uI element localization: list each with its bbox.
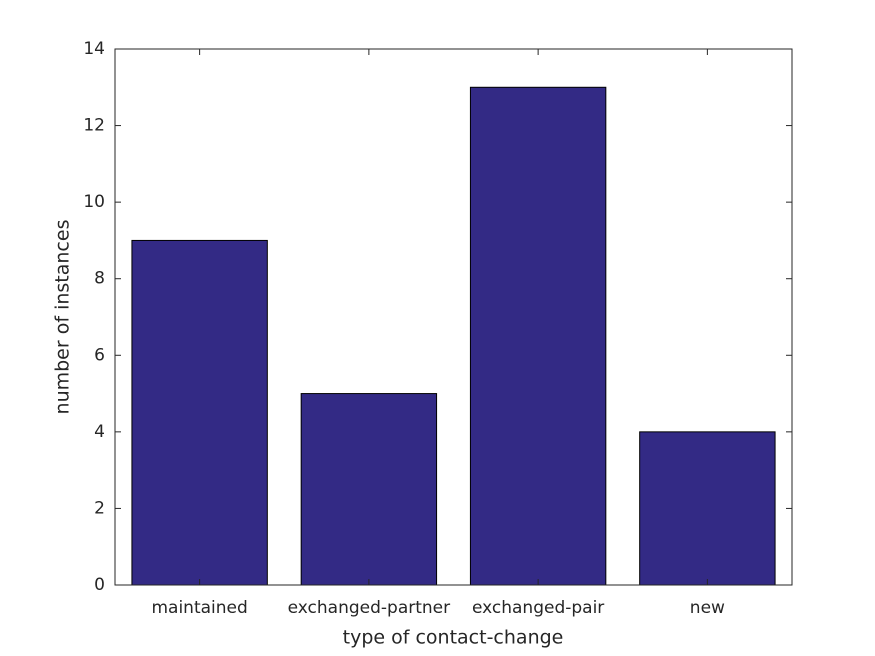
y-tick-label: 2	[94, 498, 105, 518]
x-tick-label: exchanged-partner	[288, 598, 451, 618]
y-tick-label: 12	[83, 116, 105, 136]
y-axis-label: number of instances	[52, 220, 74, 415]
x-tick-label: new	[690, 598, 725, 618]
y-tick-label: 6	[94, 345, 105, 365]
x-axis-label: type of contact-change	[343, 627, 564, 649]
axes-box	[114, 48, 793, 586]
x-tick-label: exchanged-pair	[472, 598, 604, 618]
x-tick-label: maintained	[151, 598, 247, 618]
y-tick-label: 8	[94, 269, 105, 289]
y-tick-label: 10	[83, 192, 105, 212]
y-tick-label: 14	[83, 39, 105, 59]
bar	[639, 431, 776, 586]
y-tick-label: 0	[94, 575, 105, 595]
bar	[300, 393, 438, 586]
bar	[131, 239, 268, 586]
bar	[469, 86, 607, 586]
y-tick-label: 4	[94, 422, 105, 442]
